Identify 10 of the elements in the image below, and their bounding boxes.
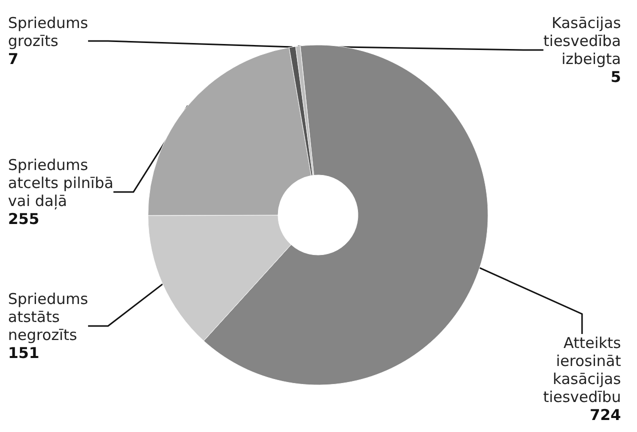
- slice-label: Spriedums grozīts: [8, 14, 88, 50]
- data-label: 5: [610, 68, 621, 86]
- data-label: 151: [8, 344, 40, 362]
- slice-label: Atteikts ierosināt kasācijas tiesvedību: [543, 334, 622, 406]
- data-label: 255: [8, 210, 40, 228]
- slice-label: Spriedums atstāts negrozīts: [8, 290, 88, 344]
- data-label: 7: [8, 50, 18, 68]
- slice-label: Spriedums atcelts pilnībā vai daļā: [8, 156, 114, 210]
- data-label: 724: [590, 406, 621, 424]
- slice-label: Kasācijas tiesvedība izbeigta: [543, 14, 622, 68]
